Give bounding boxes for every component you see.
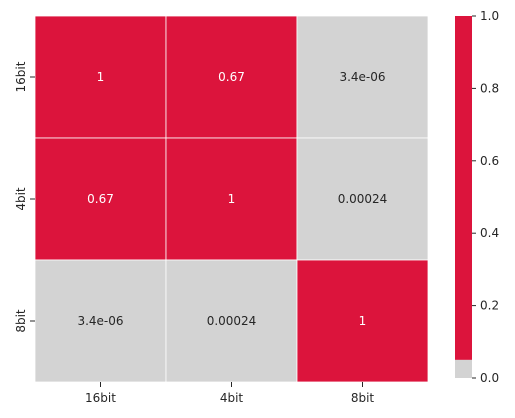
x-axis: 16bit 4bit 8bit <box>85 382 374 405</box>
cell-value-label-1-0: 0.67 <box>87 192 114 206</box>
cell-value-label-1-1: 1 <box>228 192 236 206</box>
heatmap-cell-1-1 <box>165 137 298 261</box>
y-axis: 16bit 4bit 8bit <box>14 61 35 333</box>
heatmap-cell-labels: 1 0.67 3.4e-06 0.67 1 0.00024 3.4e-06 0.00024 1 <box>77 70 387 328</box>
heatmap-cell-2-0 <box>34 259 167 383</box>
colorbar-tick-label-3: 0.6 <box>480 154 499 168</box>
colorbar-tick-label-2: 0.4 <box>480 226 499 240</box>
colorbar-tick-label-4: 0.8 <box>480 81 499 95</box>
colorbar-high-segment <box>455 16 472 360</box>
heatmap-cell-0-1 <box>165 15 298 139</box>
colorbar-tick-label-1: 0.2 <box>480 299 499 313</box>
colorbar-tick-label-5: 1.0 <box>480 9 499 23</box>
heatmap-cell-0-2 <box>296 15 429 139</box>
colorbar: 0.0 0.2 0.4 0.6 0.8 1.0 <box>455 9 499 385</box>
cell-value-label-0-1: 0.67 <box>218 70 245 84</box>
colorbar-tick-label-0: 0.0 <box>480 371 499 385</box>
colorbar-low-segment <box>455 359 472 378</box>
cell-value-label-0-2: 3.4e-06 <box>339 70 385 84</box>
y-tick-label-1: 4bit <box>14 187 28 211</box>
x-tick-label-0: 16bit <box>85 391 116 405</box>
x-tick-label-2: 8bit <box>351 391 375 405</box>
y-tick-label-2: 8bit <box>14 309 28 333</box>
cell-value-label-2-2: 1 <box>359 314 367 328</box>
x-tick-label-1: 4bit <box>220 391 244 405</box>
cell-value-label-0-0: 1 <box>97 70 105 84</box>
heatmap-cell-1-2 <box>296 137 429 261</box>
cell-value-label-2-1: 0.00024 <box>207 314 257 328</box>
cell-value-label-2-0: 3.4e-06 <box>77 314 123 328</box>
heatmap-cell-0-0 <box>34 15 167 139</box>
heatmap-cell-1-0 <box>34 137 167 261</box>
heatmap-cells <box>34 15 429 383</box>
y-tick-label-0: 16bit <box>14 61 28 92</box>
heatmap-cell-2-1 <box>165 259 298 383</box>
cell-value-label-1-2: 0.00024 <box>338 192 388 206</box>
